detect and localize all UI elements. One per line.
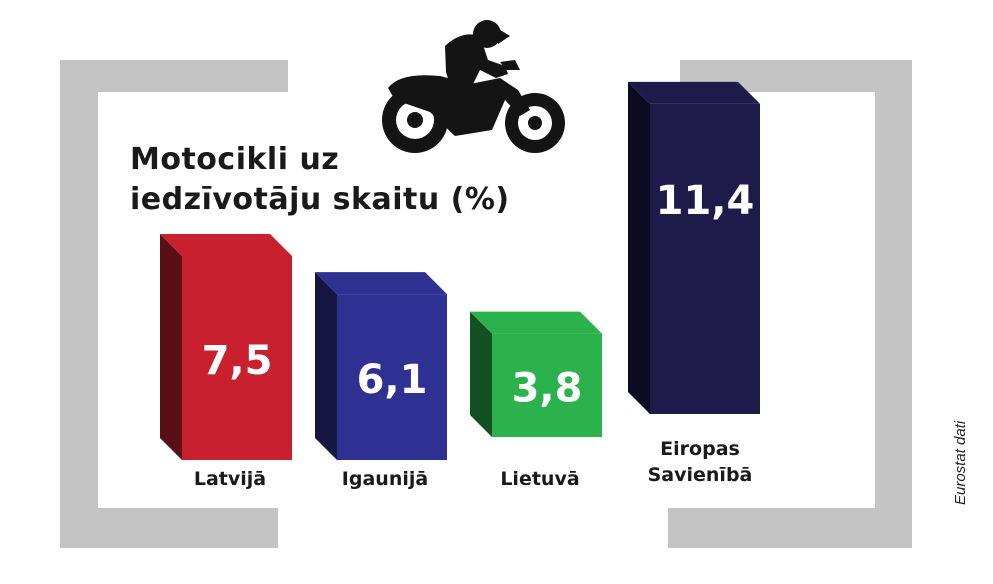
chart-title-line-2: iedzīvotāju skaitu (%) (130, 182, 510, 217)
category-label-latvija-text: Latvijā (193, 468, 267, 490)
bar-3-top (470, 311, 602, 334)
category-label-lietuva: Lietuvā (460, 466, 620, 492)
category-label-igaunija-text: Igaunijā (341, 468, 429, 490)
category-label-lietuva-text: Lietuvā (500, 468, 580, 490)
chart-title-line-1: Motocikli uz (130, 142, 340, 177)
bar-3-side (470, 311, 492, 437)
value-labels-group: 7,5 6,1 3,8 11,4 (202, 178, 755, 411)
value-label-2: 6,1 (357, 357, 428, 403)
bar-3-front (492, 333, 602, 437)
category-label-es: Eiropas Savienībā (620, 436, 780, 488)
category-label-es-line-2: Savienībā (647, 464, 753, 486)
bar-1-side (160, 234, 182, 460)
bar-4-top (628, 81, 760, 104)
bar-2-side (315, 272, 337, 460)
bar-1 (160, 234, 292, 460)
bar-2-front (337, 294, 447, 460)
value-label-4: 11,4 (656, 178, 755, 224)
bar-4-side (628, 81, 650, 415)
chart-title: Motocikli uz iedzīvotāju skaitu (%) (130, 140, 510, 220)
source-note: Eurostat dati (952, 420, 969, 505)
bars-group (160, 81, 760, 460)
value-label-1: 7,5 (202, 338, 273, 384)
frame-decoration (60, 60, 912, 548)
bar-2 (315, 272, 447, 460)
motorcycle-rider-icon (382, 20, 565, 153)
bar-4 (628, 81, 760, 415)
category-label-es-line-1: Eiropas (660, 438, 740, 460)
bar-2-top (315, 272, 447, 295)
bar-4-front (650, 103, 760, 415)
category-label-latvija: Latvijā (150, 466, 310, 492)
category-label-igaunija: Igaunijā (305, 466, 465, 492)
bar-1-front (182, 256, 292, 460)
value-label-3: 3,8 (512, 365, 583, 411)
bar-3 (470, 311, 602, 437)
bar-1-top (160, 234, 292, 256)
